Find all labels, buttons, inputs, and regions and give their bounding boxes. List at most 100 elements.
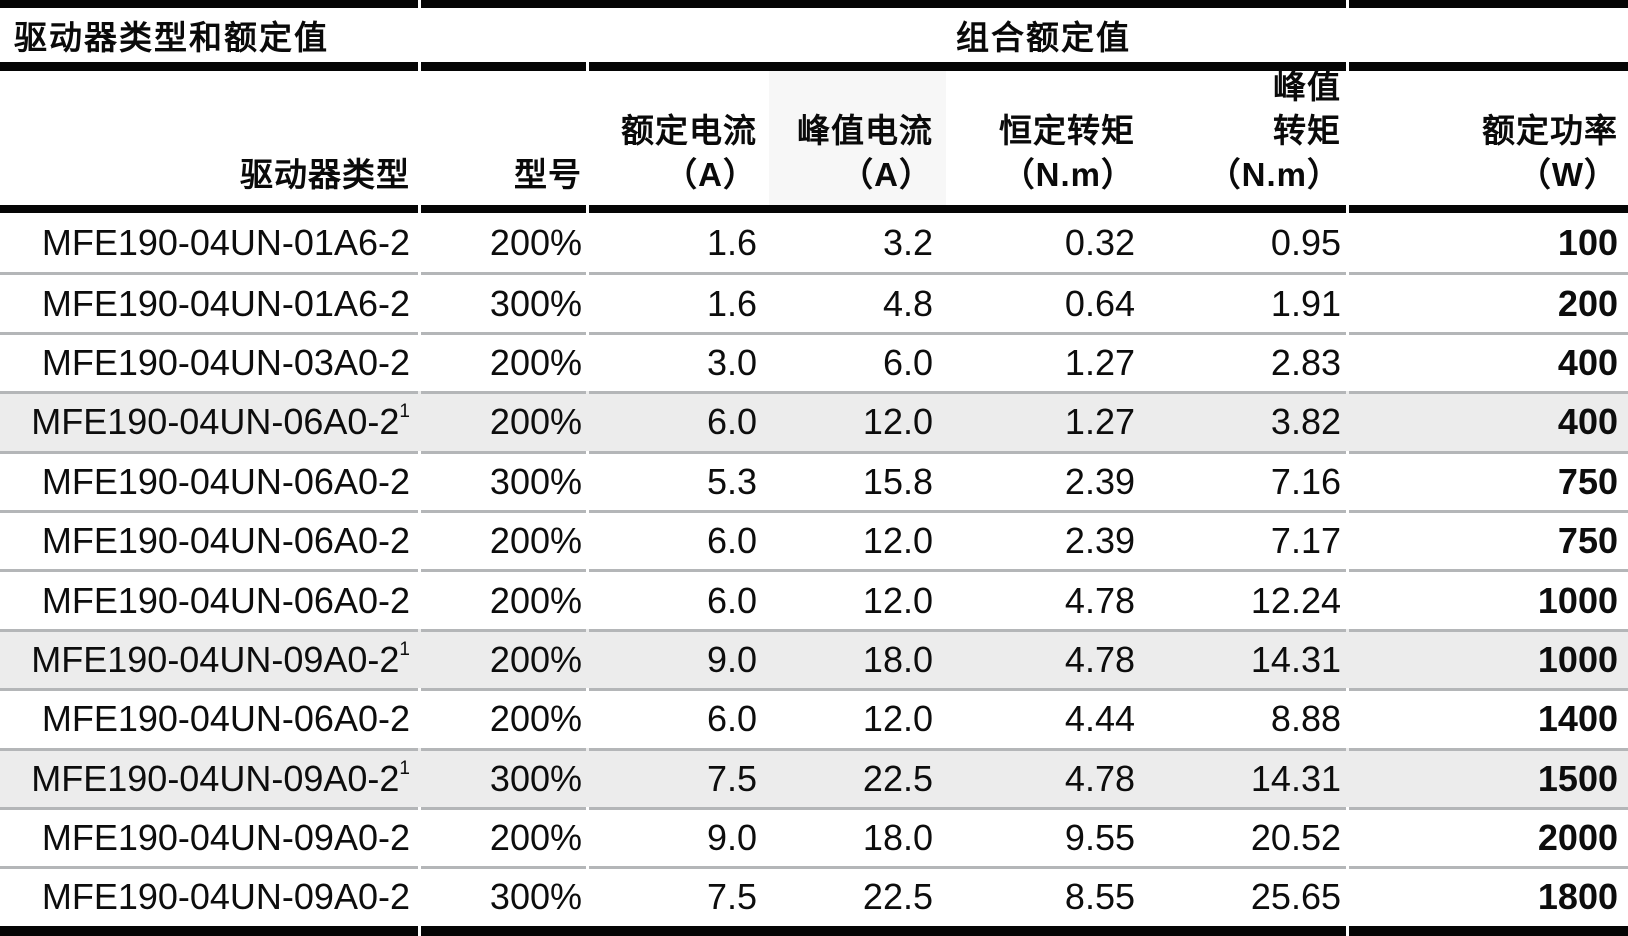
cell-model: 200%: [421, 509, 586, 569]
rule-segment: [1349, 0, 1628, 8]
table-row: MFE190-04UN-06A0-2 1 200% 6.0 12.0 1.27 3…: [0, 391, 1628, 451]
cell-rated-power: 200: [1349, 272, 1628, 331]
cell-drive-type: MFE190-04UN-06A0-2: [0, 509, 418, 569]
cell-group-ratings: 9.0 18.0 9.55 20.52: [589, 806, 1346, 866]
cell-rated-power: 400: [1349, 331, 1628, 391]
drive-type-text: MFE190-04UN-06A0-2: [41, 579, 410, 621]
table-row: MFE190-04UN-06A0-2 200% 6.0 12.0 2.39 7.…: [0, 509, 1628, 570]
rule-segment: [0, 205, 418, 213]
cell-peak-current: 12.0: [862, 698, 933, 740]
cell-model: 200%: [421, 391, 586, 450]
cell-peak-torque: 12.24: [1250, 579, 1341, 621]
cell-group-ratings: 3.0 6.0 1.27 2.83: [589, 331, 1346, 391]
cell-rated-power: 1800: [1349, 866, 1628, 925]
cell-drive-type: MFE190-04UN-09A0-2: [0, 806, 418, 866]
cell-rated-current: 6.0: [706, 401, 757, 443]
cell-drive-type: MFE190-04UN-09A0-2 1: [0, 628, 418, 688]
cell-peak-current: 18.0: [862, 817, 933, 859]
drive-type-text: MFE190-04UN-09A0-2: [41, 876, 410, 918]
rule-segment: [421, 0, 1346, 8]
table-row: MFE190-04UN-09A0-2 1 300% 7.5 22.5 4.78 1…: [0, 747, 1628, 807]
cell-constant-torque: 4.78: [1064, 638, 1135, 680]
cell-model: 200%: [421, 688, 586, 747]
rule-segment: [421, 205, 586, 213]
cell-drive-type: MFE190-04UN-01A6-2: [0, 213, 418, 272]
cell-peak-current: 15.8: [862, 460, 933, 502]
cell-peak-torque: 14.31: [1250, 638, 1341, 680]
cell-rated-power: 100: [1557, 221, 1618, 263]
cell-drive-type: MFE190-04UN-06A0-2: [0, 688, 418, 747]
drive-type-text: MFE190-04UN-09A0-2: [31, 638, 400, 680]
rule-segment: [421, 925, 1346, 936]
table-row: MFE190-04UN-06A0-2 200% 6.0 12.0 4.44 8.…: [0, 688, 1628, 748]
drive-type-text: MFE190-04UN-03A0-2: [41, 341, 410, 383]
cell-constant-torque: 1.27: [1064, 341, 1135, 383]
table-row: MFE190-04UN-01A6-2 200% 1.6 3.2 0.32 0.9…: [0, 213, 1628, 273]
cell-rated-power: 750: [1349, 450, 1628, 510]
cell-peak-current: 4.8: [882, 282, 933, 324]
col-header-line: 转矩: [1273, 112, 1341, 149]
cell-peak-torque: 7.16: [1270, 460, 1341, 502]
rule-segment: [421, 62, 586, 71]
cell-peak-current: 12.0: [862, 520, 933, 562]
cell-peak-current: 3.2: [882, 221, 933, 263]
cell-model: 200%: [421, 331, 586, 391]
cell-rated-current: 7.5: [706, 757, 757, 799]
cell-peak-torque: 3.82: [1270, 401, 1341, 443]
cell-model: 300%: [421, 747, 586, 807]
col-header-line: 峰值: [1273, 68, 1341, 105]
rule-segment: [1349, 925, 1628, 936]
cell-constant-torque: 0.32: [1064, 221, 1135, 263]
cell-group-ratings: 6.0 12.0 4.44 8.88: [589, 688, 1346, 747]
cell-peak-current: 22.5: [862, 876, 933, 918]
footnote-superscript: 1: [399, 757, 410, 779]
cell-constant-torque: 9.55: [1064, 817, 1135, 859]
cell-peak-current: 12.0: [862, 401, 933, 443]
cell-drive-type: MFE190-04UN-03A0-2: [0, 331, 418, 391]
drive-type-text: MFE190-04UN-09A0-2: [41, 817, 410, 859]
col-header-group-ratings: 额定电流 （A） 峰值电流 （A） 恒定转矩 （N.m） 峰值 转矩 （N.m）: [589, 68, 1346, 205]
cell-group-ratings: 6.0 12.0 2.39 7.17: [589, 509, 1346, 569]
cell-model: 200%: [489, 221, 582, 263]
cell-model: 200%: [421, 569, 586, 628]
col-header-rated-power: 额定功率 （W）: [1349, 71, 1628, 205]
cell-rated-current: 3.0: [706, 341, 757, 383]
rule-segment: [1349, 62, 1628, 71]
cell-constant-torque: 8.55: [1064, 876, 1135, 918]
bottom-border-rule: [0, 925, 1628, 936]
col-header-unit: （N.m）: [1001, 156, 1135, 193]
cell-peak-torque: 25.65: [1250, 876, 1341, 918]
cell-group-ratings: 9.0 18.0 4.78 14.31: [589, 628, 1346, 688]
cell-rated-current: 6.0: [706, 579, 757, 621]
cell-peak-current: 12.0: [862, 579, 933, 621]
cell-rated-power: 400: [1349, 391, 1628, 450]
rule-segment: [0, 925, 418, 936]
cell-constant-torque: 2.39: [1064, 460, 1135, 502]
cell-group-ratings: 6.0 12.0 4.78 12.24: [589, 569, 1346, 628]
cell-peak-torque: 7.17: [1270, 520, 1341, 562]
cell-group-ratings: 6.0 12.0 1.27 3.82: [589, 391, 1346, 450]
cell-rated-power: 750: [1349, 509, 1628, 569]
cell-model: 300%: [421, 272, 586, 331]
cell-constant-torque: 4.78: [1064, 579, 1135, 621]
cell-drive-type: MFE190-04UN-09A0-2: [0, 866, 418, 925]
cell-rated-current: 1.6: [706, 282, 757, 324]
drive-type-text: MFE190-04UN-01A6-2: [41, 282, 410, 324]
cell-constant-torque: 4.78: [1064, 757, 1135, 799]
drive-type-text: MFE190-04UN-01A6-2: [41, 221, 410, 263]
cell-rated-power: 1000: [1349, 628, 1628, 688]
cell-peak-torque: 0.95: [1270, 221, 1341, 263]
cell-peak-torque: 8.88: [1270, 698, 1341, 740]
cell-peak-torque: 2.83: [1270, 341, 1341, 383]
cell-rated-power: 1400: [1349, 688, 1628, 747]
col-header-constant-torque: 恒定转矩 （N.m）: [946, 71, 1141, 205]
drive-type-text: MFE190-04UN-06A0-2: [41, 698, 410, 740]
cell-group-ratings: 5.3 15.8 2.39 7.16: [589, 450, 1346, 510]
drive-type-text: MFE190-04UN-06A0-2: [31, 401, 400, 443]
cell-peak-torque: 1.91: [1270, 282, 1341, 324]
cell-model: 200%: [421, 806, 586, 866]
cell-constant-torque: 0.64: [1064, 282, 1135, 324]
cell-model: 200%: [421, 628, 586, 688]
top-border-rule: [0, 0, 1628, 8]
cell-peak-torque: 14.31: [1250, 757, 1341, 799]
